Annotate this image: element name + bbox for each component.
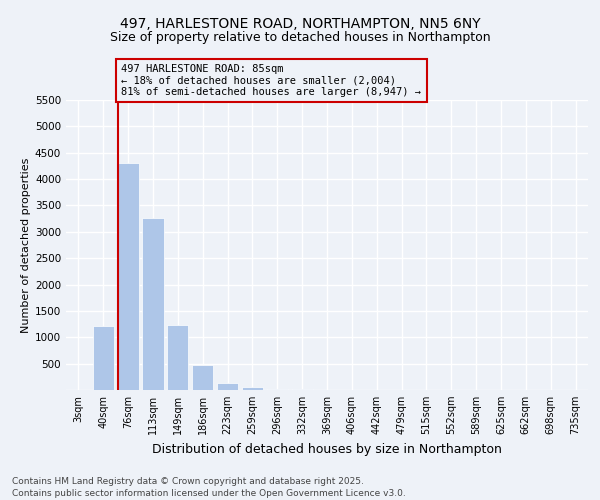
Bar [267,389,288,390]
Bar [217,382,238,390]
Bar [118,162,139,390]
Y-axis label: Number of detached properties: Number of detached properties [21,158,31,332]
Text: Contains HM Land Registry data © Crown copyright and database right 2025.: Contains HM Land Registry data © Crown c… [12,477,364,486]
X-axis label: Distribution of detached houses by size in Northampton: Distribution of detached houses by size … [152,442,502,456]
Bar [93,326,114,390]
Bar [242,388,263,390]
Bar [167,325,188,390]
Text: 497, HARLESTONE ROAD, NORTHAMPTON, NN5 6NY: 497, HARLESTONE ROAD, NORTHAMPTON, NN5 6… [119,18,481,32]
Text: 497 HARLESTONE ROAD: 85sqm
← 18% of detached houses are smaller (2,004)
81% of s: 497 HARLESTONE ROAD: 85sqm ← 18% of deta… [121,64,421,97]
Text: Contains public sector information licensed under the Open Government Licence v3: Contains public sector information licen… [12,488,406,498]
Bar [142,218,164,390]
Bar [192,364,213,390]
Text: Size of property relative to detached houses in Northampton: Size of property relative to detached ho… [110,31,490,44]
